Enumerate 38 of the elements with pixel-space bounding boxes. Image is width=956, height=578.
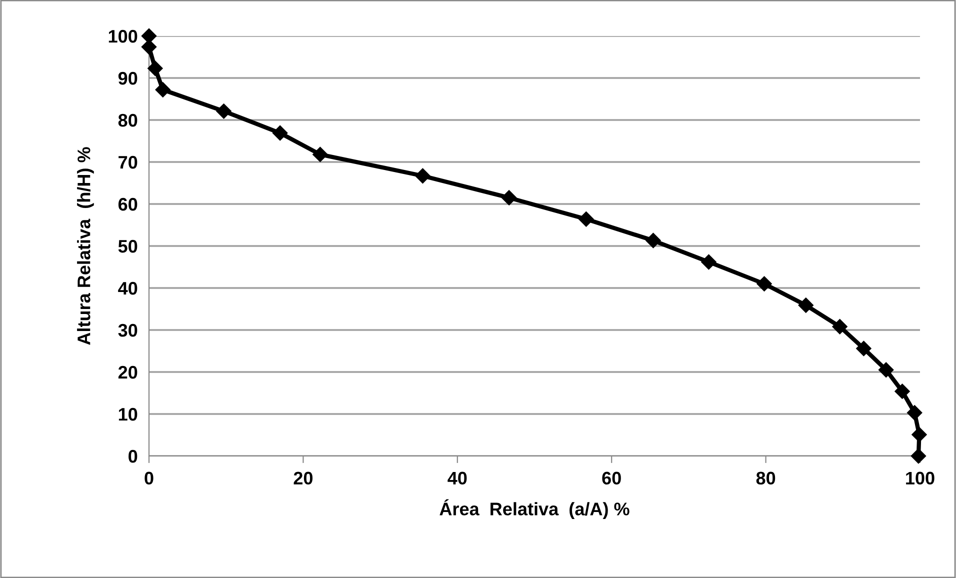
point xyxy=(578,212,594,227)
point xyxy=(910,448,926,464)
point xyxy=(756,276,772,292)
x-tick-label: 0 xyxy=(144,472,154,485)
point xyxy=(155,82,170,98)
point xyxy=(907,405,922,420)
y-tick-label: 80 xyxy=(118,114,138,127)
point xyxy=(832,319,848,334)
point xyxy=(501,190,517,206)
point xyxy=(272,125,288,141)
y-tick-label: 50 xyxy=(118,240,138,253)
y-tick-label: 20 xyxy=(118,366,138,379)
point xyxy=(856,340,872,356)
point xyxy=(912,427,927,442)
y-tick-label: 60 xyxy=(118,198,138,211)
point xyxy=(894,384,910,399)
point xyxy=(415,168,430,184)
point xyxy=(312,146,328,162)
y-axis-title: Altura Relativa (h/H) % xyxy=(77,147,94,345)
y-tick-label: 70 xyxy=(118,156,138,169)
x-axis-title: Área Relativa (a/A) % xyxy=(440,499,630,519)
y-tick-label: 90 xyxy=(118,72,138,85)
point xyxy=(216,104,232,119)
point xyxy=(646,232,661,248)
point xyxy=(878,362,894,378)
x-tick-label: 40 xyxy=(448,472,467,485)
y-tick-label: 100 xyxy=(108,30,138,43)
x-tick-label: 60 xyxy=(602,472,621,485)
point xyxy=(798,298,814,313)
x-tick-label: 100 xyxy=(906,472,934,485)
x-tick-label: 80 xyxy=(756,472,776,485)
x-tick-label: 20 xyxy=(294,472,313,485)
y-tick-label: 30 xyxy=(118,324,138,337)
y-tick-label: 40 xyxy=(118,282,138,295)
y-tick-label: 10 xyxy=(118,408,138,421)
point xyxy=(148,60,163,76)
y-tick-label: 0 xyxy=(128,450,138,463)
point xyxy=(701,254,716,270)
